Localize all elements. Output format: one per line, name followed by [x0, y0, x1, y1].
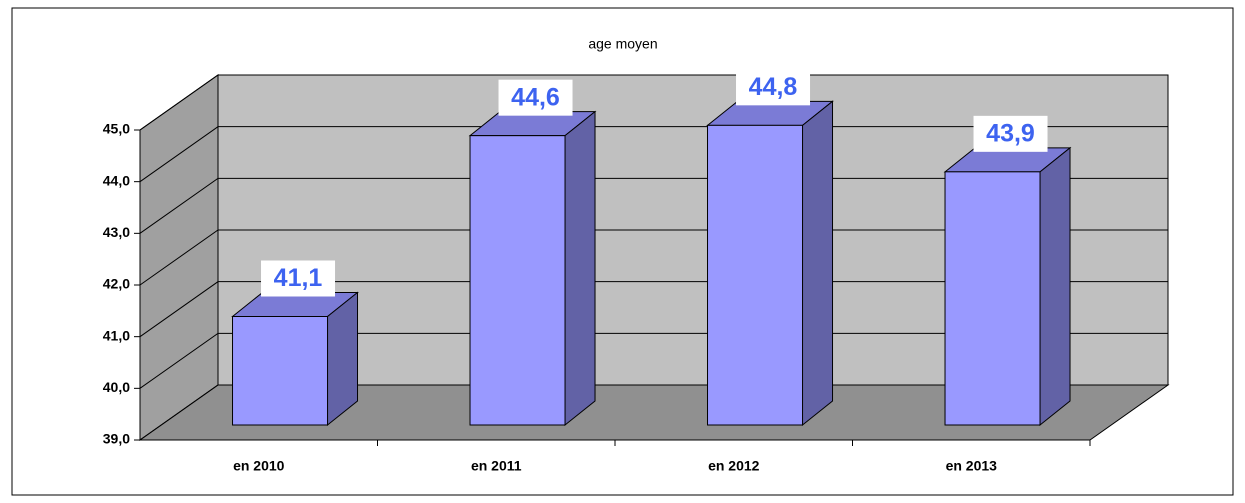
- grid-line: [139, 332, 1168, 389]
- bar-side: [802, 100, 834, 427]
- y-tick-label: 40,0: [103, 379, 130, 395]
- y-tick-label: 39,0: [103, 431, 130, 447]
- value-label-box: [973, 115, 1048, 152]
- bar-side: [1039, 146, 1071, 427]
- x-tick-label: en 2010: [233, 458, 285, 474]
- grid-line: [139, 126, 1168, 183]
- y-tick-label: 42,0: [103, 276, 130, 292]
- value-label: 43,9: [986, 119, 1035, 147]
- y-tick-label: 45,0: [103, 121, 130, 137]
- bar: [707, 124, 804, 426]
- value-label-box: [261, 260, 336, 297]
- bar: [944, 171, 1041, 426]
- grid-line: [139, 74, 1168, 131]
- bar-side: [327, 291, 359, 427]
- grid-line: [139, 229, 1168, 286]
- grid-line: [139, 384, 1168, 441]
- bar: [232, 316, 329, 426]
- value-label: 41,1: [274, 264, 323, 292]
- y-tick-label: 43,0: [103, 224, 130, 240]
- value-label: 44,8: [749, 73, 798, 101]
- y-tick-label: 41,0: [103, 327, 130, 343]
- value-label-box: [498, 79, 573, 116]
- chart-title: age moyen: [588, 36, 657, 52]
- x-tick-label: en 2012: [708, 458, 760, 474]
- bar: [469, 135, 566, 426]
- grid-line: [139, 177, 1168, 234]
- y-tick-label: 44,0: [103, 172, 130, 188]
- x-tick-label: en 2011: [471, 458, 522, 474]
- bar-side: [564, 110, 596, 427]
- value-label-box: [736, 69, 811, 106]
- grid-line: [139, 281, 1168, 338]
- x-tick-label: en 2013: [946, 458, 998, 474]
- value-label: 44,6: [511, 83, 560, 111]
